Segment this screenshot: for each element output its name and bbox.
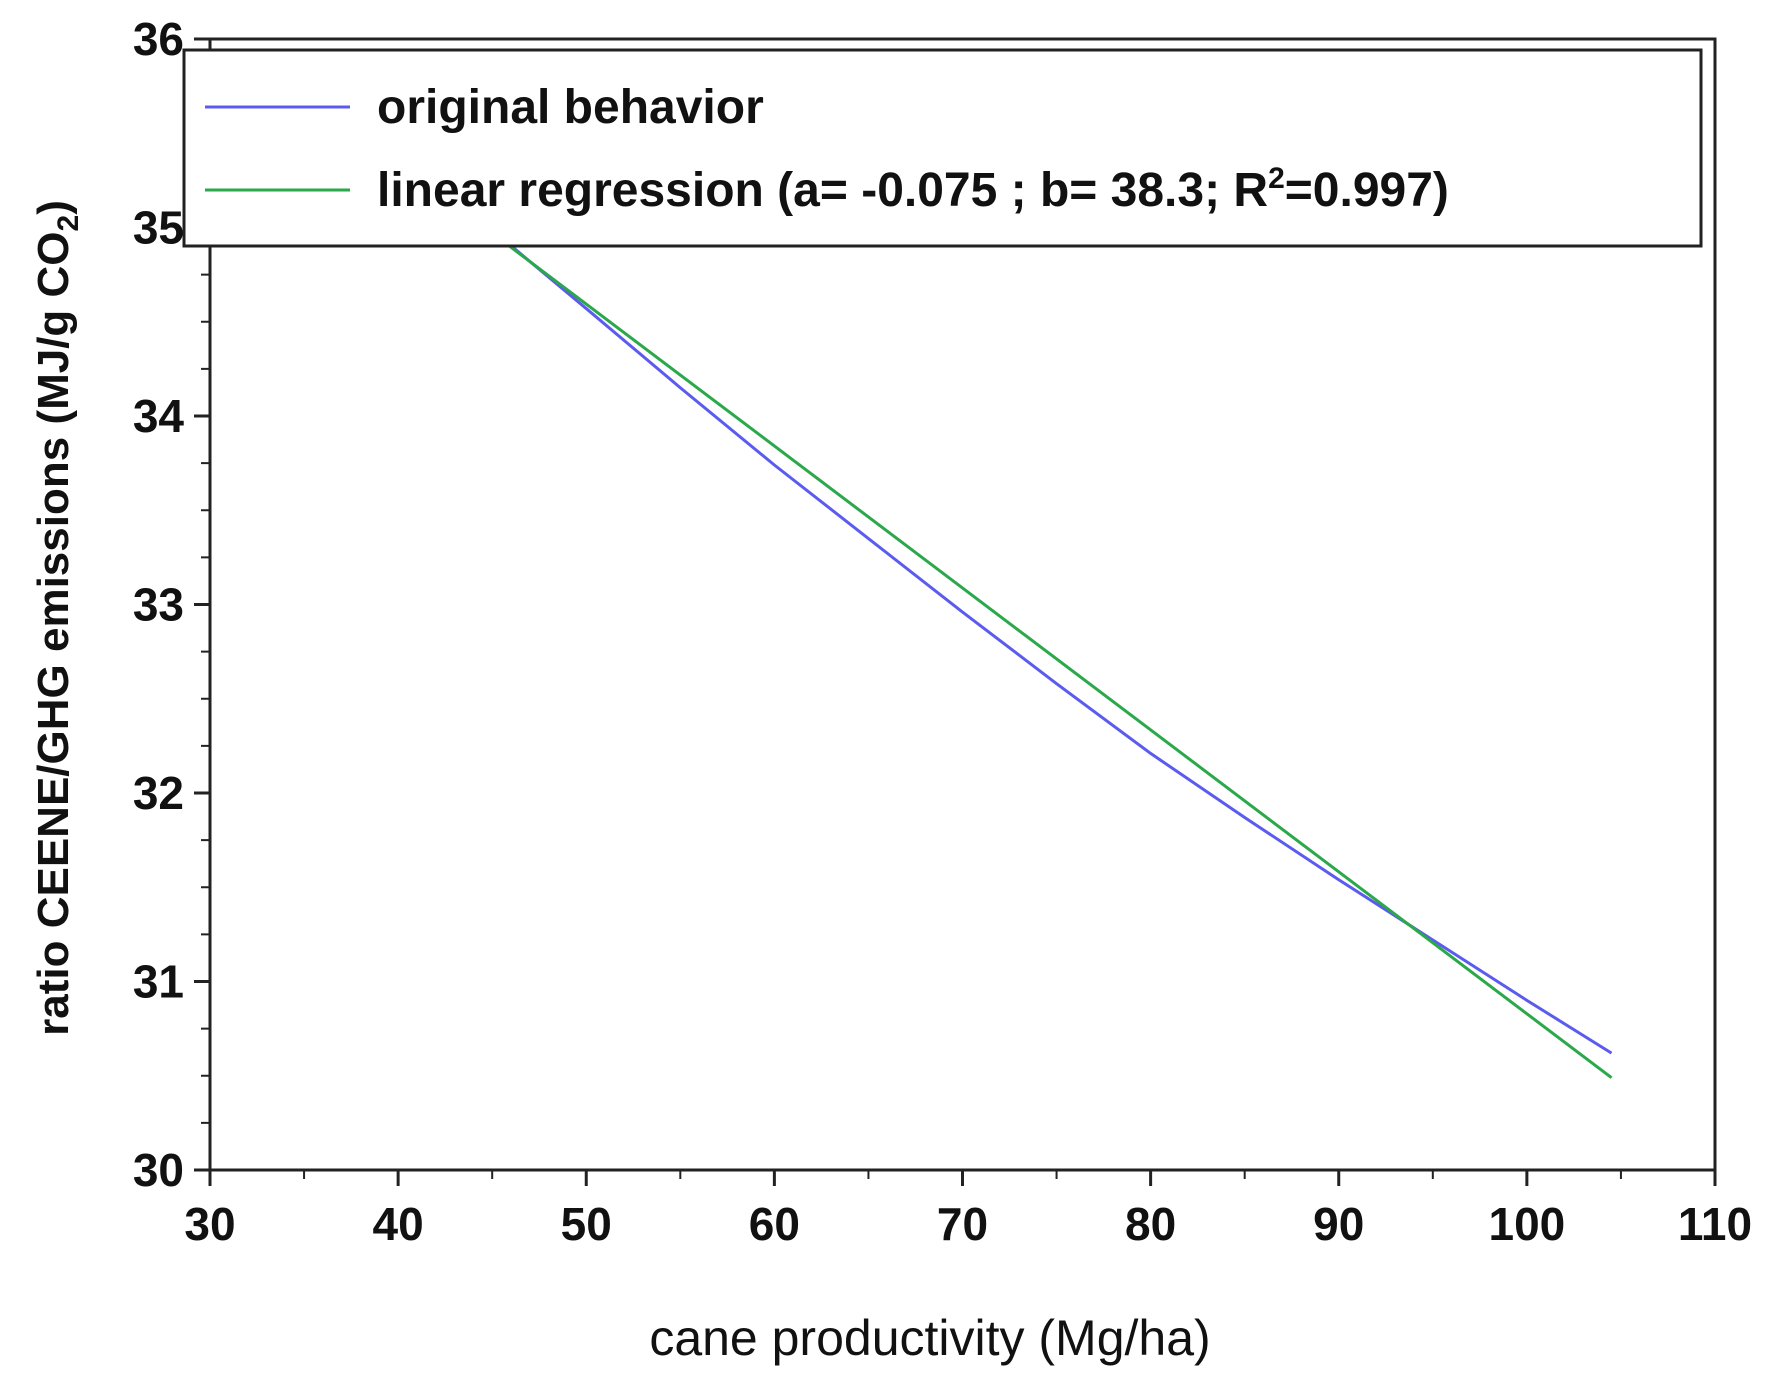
x-tick-label: 70 (937, 1198, 988, 1250)
x-axis-ticks: 30 40 50 60 70 80 90 100 110 (184, 1170, 1752, 1250)
legend-box (182, 48, 1703, 248)
y-tick-label: 32 (133, 767, 184, 819)
x-tick-label: 60 (749, 1198, 800, 1250)
x-tick-label: 80 (1125, 1198, 1176, 1250)
y-tick-label: 35 (133, 202, 184, 254)
y-axis-title-close: ) (29, 200, 78, 215)
y-tick-label: 31 (133, 956, 184, 1008)
y-tick-label: 33 (133, 579, 184, 631)
legend: original behavior linear regression (a= … (182, 48, 1703, 248)
x-axis-title: cane productivity (Mg/ha) (649, 1310, 1210, 1366)
x-tick-label: 40 (373, 1198, 424, 1250)
x-tick-label: 50 (561, 1198, 612, 1250)
y-tick-label: 36 (133, 13, 184, 65)
y-tick-label: 30 (133, 1144, 184, 1196)
legend-regression-sup: 2 (1268, 162, 1285, 195)
legend-label-original: original behavior (377, 81, 764, 134)
x-tick-label: 90 (1313, 1198, 1364, 1250)
y-axis-title-subscript: 2 (52, 215, 85, 232)
y-axis-ticks: 30 31 32 33 34 35 36 (133, 13, 210, 1196)
legend-regression-tail: =0.997) (1285, 164, 1449, 217)
x-tick-label: 100 (1489, 1198, 1566, 1250)
series-line-linear-regression (506, 243, 1613, 1079)
x-tick-label: 30 (184, 1198, 235, 1250)
series-line-original-behavior (506, 241, 1613, 1055)
series-layer (506, 241, 1613, 1079)
y-axis-title-main: ratio CEENE/GHG emissions (MJ/g CO (29, 231, 78, 1035)
legend-label-regression: linear regression (a= -0.075 ; b= 38.3; … (377, 162, 1449, 217)
y-tick-label: 34 (133, 390, 185, 442)
y-axis-title: ratio CEENE/GHG emissions (MJ/g CO2) (29, 200, 85, 1036)
legend-regression-main: linear regression (a= -0.075 ; b= 38.3; … (377, 164, 1268, 217)
x-tick-label: 110 (1678, 1198, 1752, 1250)
